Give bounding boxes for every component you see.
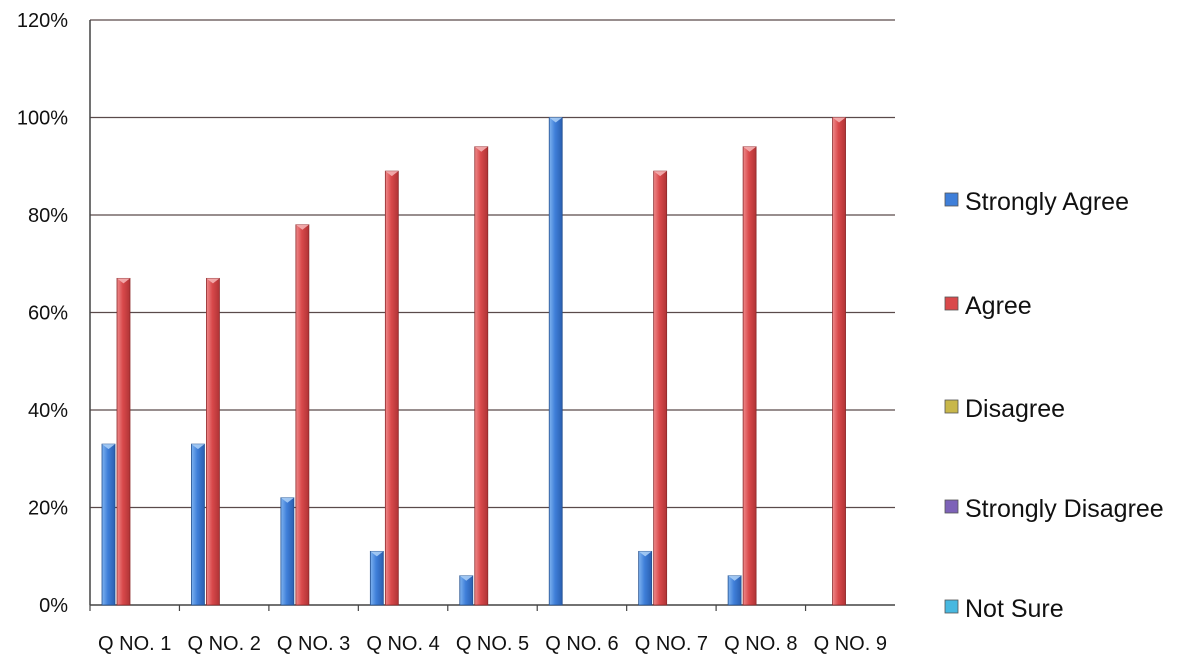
x-tick-label: Q NO. 5 — [456, 633, 529, 655]
x-tick-label: Q NO. 4 — [366, 633, 439, 655]
bar-cap — [117, 278, 130, 284]
bar-cap — [206, 278, 220, 284]
bar-cap — [743, 146, 757, 152]
legend-label: Strongly Disagree — [965, 495, 1164, 523]
bar-cap — [102, 444, 115, 450]
bar-cap — [280, 497, 294, 503]
bar-strongly-agree — [101, 443, 116, 606]
bar-strongly-agree — [638, 550, 653, 606]
legend-label: Agree — [965, 292, 1032, 320]
legend-swatch-strongly-agree — [944, 192, 959, 207]
legend-swatch-agree — [944, 296, 959, 311]
y-tick-label: 20% — [28, 498, 68, 520]
bar-agree — [653, 170, 668, 606]
bar-cap — [370, 551, 384, 557]
x-tick-label: Q NO. 9 — [814, 633, 887, 655]
bar-agree — [116, 277, 131, 606]
bar-agree — [384, 170, 399, 606]
bar-agree — [295, 224, 310, 606]
bar-cap — [728, 575, 742, 581]
bar-agree — [206, 277, 220, 606]
legend-label: Not Sure — [965, 595, 1064, 623]
bar-cap — [385, 171, 399, 177]
x-tick-label: Q NO. 8 — [724, 633, 797, 655]
y-tick-label: 40% — [28, 400, 68, 422]
bar-cap — [832, 117, 846, 123]
legend-label: Strongly Agree — [965, 188, 1129, 216]
legend-swatch-disagree — [944, 399, 959, 414]
bar-strongly-agree — [548, 117, 563, 606]
bar-agree — [832, 117, 846, 606]
x-tick-label: Q NO. 2 — [187, 633, 260, 655]
bar-strongly-agree — [280, 497, 295, 606]
legend-swatch-not-sure — [944, 599, 959, 614]
bar-cap — [295, 224, 309, 230]
y-tick-label: 60% — [28, 303, 68, 325]
x-tick-label: Q NO. 6 — [545, 633, 618, 655]
y-tick-label: 80% — [28, 205, 68, 227]
x-axis-tick-labels: Q NO. 1 Q NO. 2 Q NO. 3 Q NO. 4 Q NO. 5 Q NO.… — [98, 633, 887, 655]
bar-strongly-agree — [369, 550, 384, 606]
x-tick-label: Q NO. 3 — [277, 633, 350, 655]
y-axis-tick-labels: 0% 20% 40% 60% 80% 100% 120% — [17, 10, 68, 617]
x-tick-label: Q NO. 1 — [98, 633, 171, 655]
bar-agree — [474, 146, 489, 606]
bar-strongly-agree — [191, 443, 205, 606]
bar-cap — [549, 117, 563, 123]
legend-swatch-strongly-disagree — [944, 499, 959, 514]
y-tick-label: 100% — [17, 108, 68, 130]
bar-cap — [459, 575, 473, 581]
bar-cap — [638, 551, 652, 557]
bar-agree — [742, 146, 757, 606]
legend: Strongly Agree Agree Disagree Strongly Disa… — [944, 188, 1164, 623]
axes — [89, 20, 895, 611]
bars — [101, 117, 846, 606]
bar-cap — [191, 444, 205, 450]
y-tick-label: 0% — [39, 595, 68, 617]
bar-cap — [653, 171, 667, 177]
x-tick-label: Q NO. 7 — [635, 633, 708, 655]
legend-label: Disagree — [965, 395, 1065, 423]
bar-cap — [474, 146, 488, 152]
gridlines — [90, 19, 895, 509]
y-tick-label: 120% — [17, 10, 68, 32]
